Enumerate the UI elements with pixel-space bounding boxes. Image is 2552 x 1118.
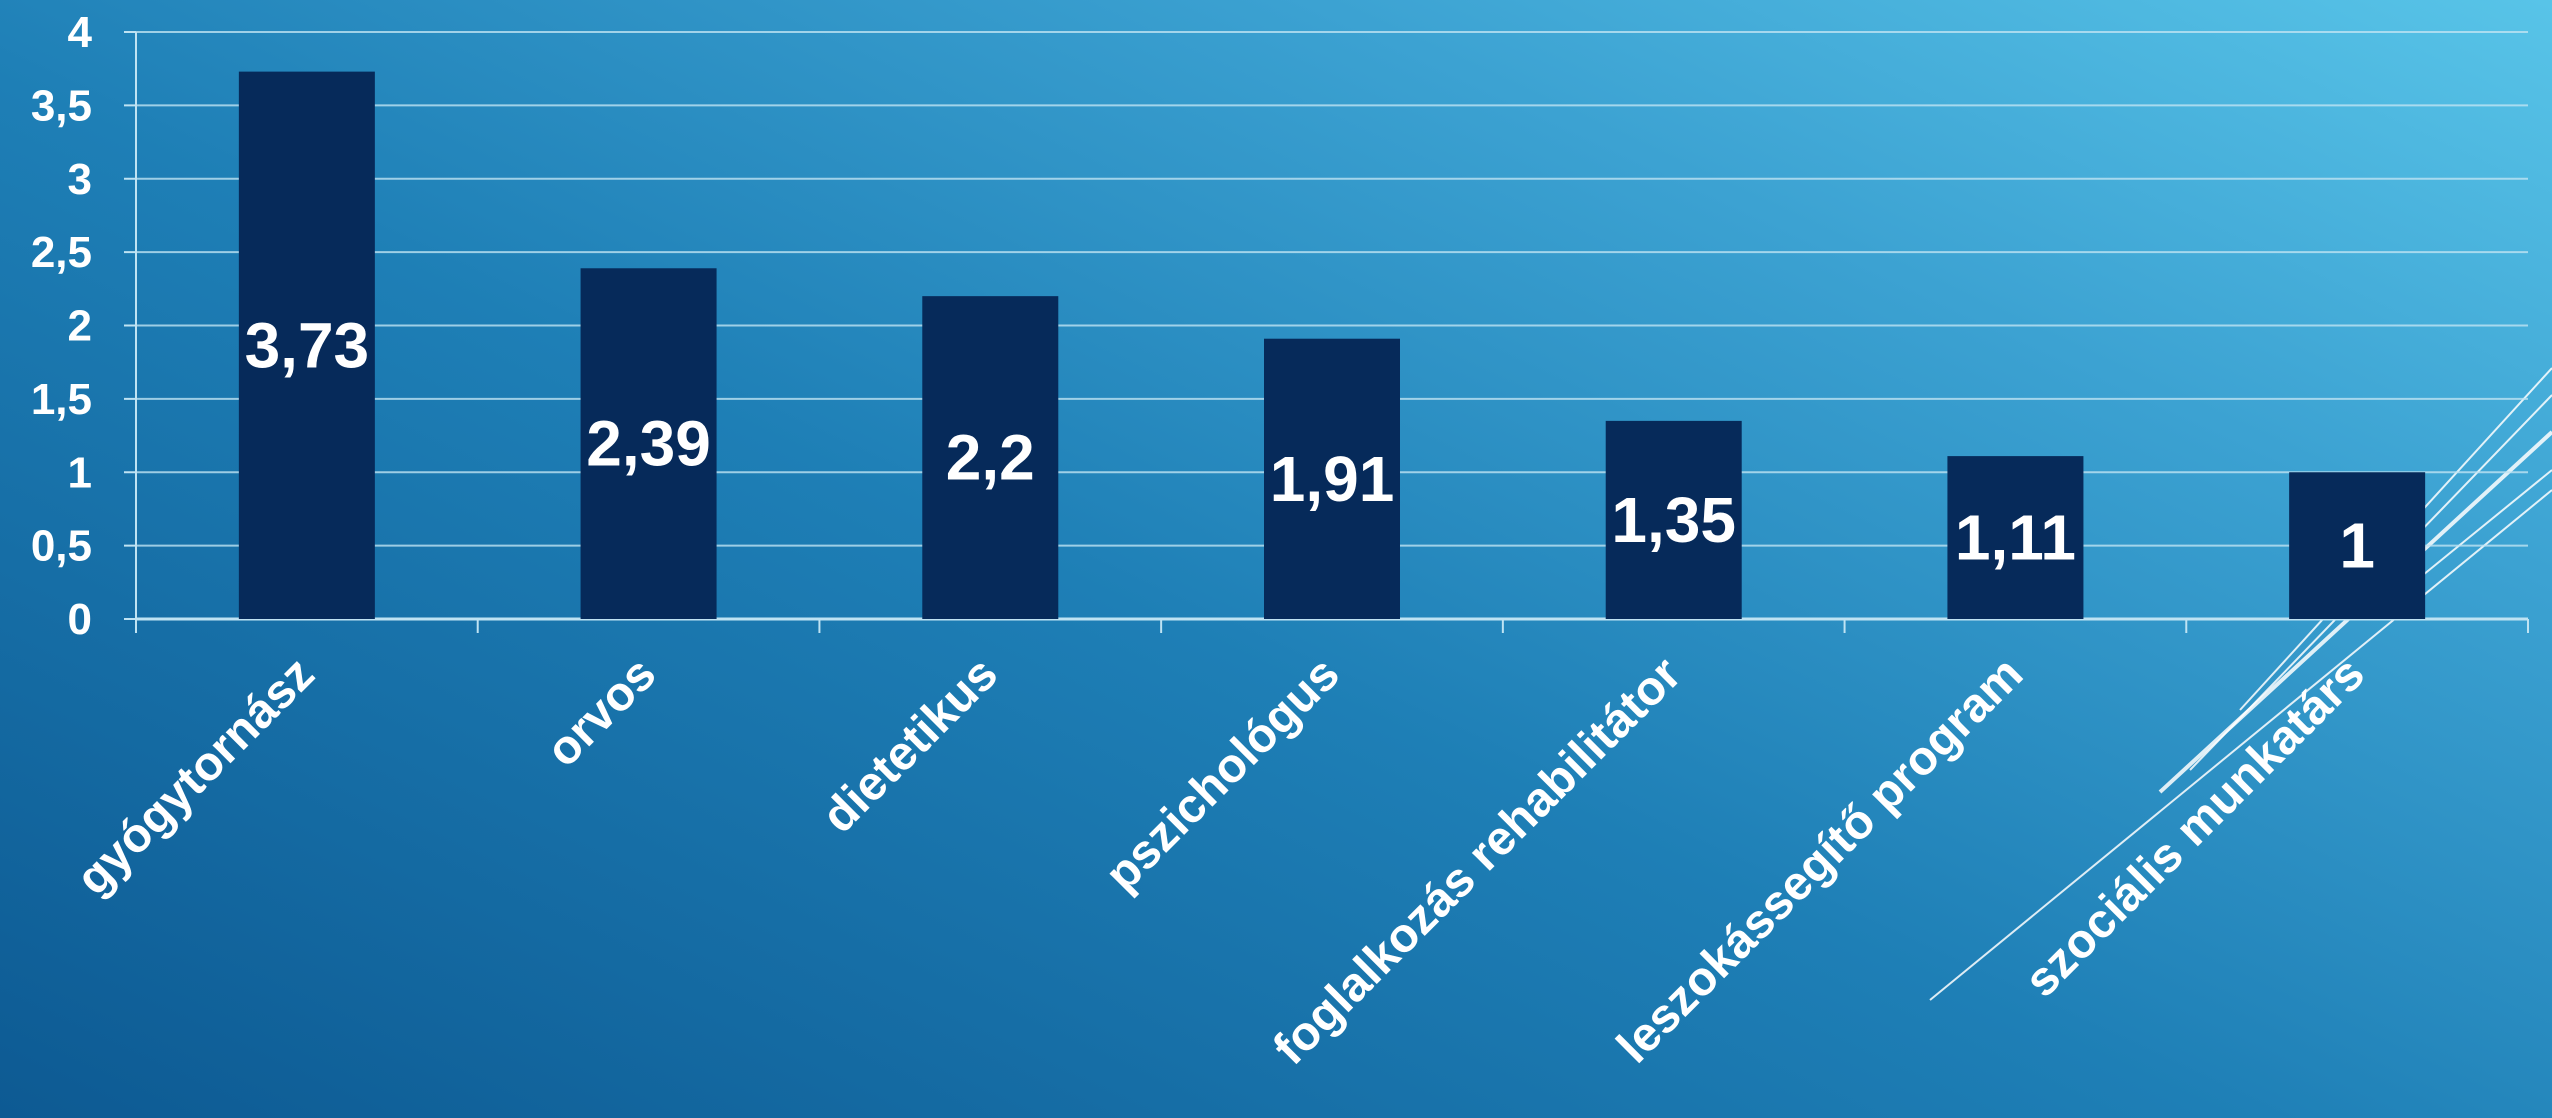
data-labels: 3,73 2,39 2,2 1,91 1,35 1,11 1 [245,309,2375,581]
x-tick-label: szociális munkatárs [2015,647,2375,1007]
x-tick-label: pszichológus [1095,647,1349,901]
bar [1605,420,1742,619]
bar [2289,472,2426,619]
y-axis: 0 0,5 1 1,5 2 2,5 3 3,5 4 [31,8,137,644]
y-tick-label: 2 [68,302,92,351]
data-label: 1,35 [1611,484,1736,556]
bar [580,268,717,619]
x-tick-label: orvos [536,647,666,777]
data-label: 3,73 [245,309,370,381]
y-tick-label: 0,5 [31,522,92,571]
x-tick-label: foglalkozás rehabilitátor [1264,647,1692,1075]
decorative-line [1929,489,2552,1001]
data-label: 1,11 [1955,502,2076,574]
bar [1264,338,1400,619]
y-tick-label: 3 [68,155,92,204]
y-tick-label: 0 [68,595,92,644]
bar [238,71,375,619]
x-tick-labels: gyógytornász orvos dietetikus pszichológusf… [67,647,2375,1075]
x-axis [135,617,2529,633]
y-tick-label: 2,5 [31,228,92,277]
data-label: 1 [2339,510,2375,582]
bar [922,296,1059,619]
y-tick-label: 1,5 [31,375,92,424]
data-label: 1,91 [1270,443,1395,515]
x-tick-label: leszokássegítő program [1607,647,2033,1073]
data-label: 2,39 [586,408,711,480]
bar [1947,456,2084,619]
data-label: 2,2 [946,422,1035,494]
bars [238,71,2426,619]
y-tick-label: 3,5 [31,81,92,130]
y-tick-label: 1 [68,448,92,497]
x-tick-label: gyógytornász [67,647,325,905]
x-tick-label: dietetikus [812,647,1008,843]
y-tick-label: 4 [68,8,93,57]
